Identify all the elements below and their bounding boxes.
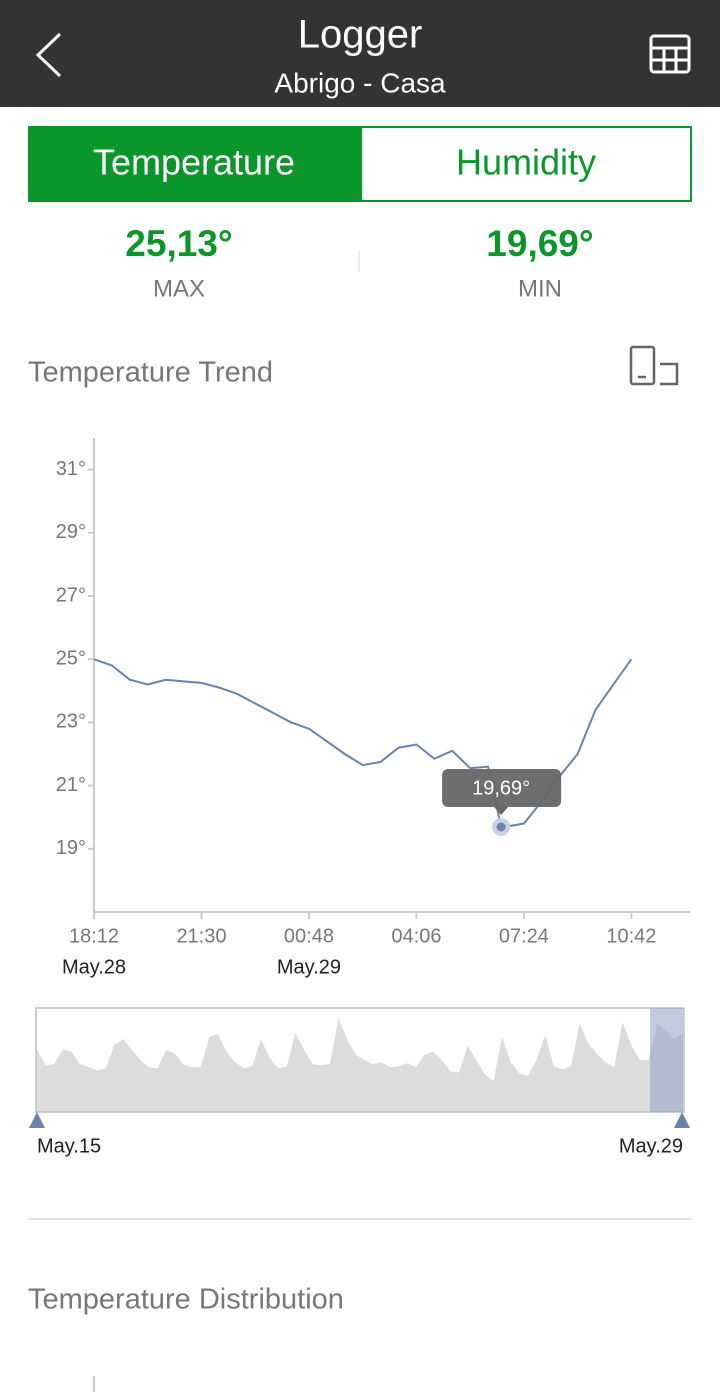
y-tick-label: 27° xyxy=(56,584,86,606)
navigator-handle xyxy=(29,1112,45,1128)
section-title: Temperature Trend xyxy=(28,357,273,389)
y-tick-label: 21° xyxy=(56,774,86,796)
y-tick-label: 31° xyxy=(56,458,86,480)
tab-label: Humidity xyxy=(456,142,596,183)
navigator[interactable]: May.15 May.29 xyxy=(29,1007,690,1157)
rotate-button[interactable] xyxy=(629,345,679,386)
stat-label: MAX xyxy=(153,275,205,302)
stat-value: 25,13° xyxy=(125,223,232,264)
app-bar xyxy=(0,0,720,107)
y-tick-label: 29° xyxy=(56,521,86,543)
x-tick-label: 10:42 xyxy=(606,925,656,947)
stat-label: MIN xyxy=(518,275,562,302)
tab-label: Temperature xyxy=(93,142,295,183)
table-button[interactable] xyxy=(649,34,691,74)
x-date-label: May.29 xyxy=(277,956,341,978)
x-date-label: May.28 xyxy=(62,956,126,978)
point xyxy=(496,822,506,832)
trend-chart: 19° 21° 23° 25° 27° 29° 31° 18:12 May.28 21:30 00:… xyxy=(56,438,690,978)
x-tick-label: 00:48 xyxy=(284,925,334,947)
x-tick-label: 18:12 xyxy=(69,925,119,947)
navigator-handle xyxy=(674,1112,690,1128)
page-title: Logger xyxy=(298,13,423,57)
tab-temperature[interactable] xyxy=(28,126,361,202)
x-tick-label: 21:30 xyxy=(176,925,226,947)
y-tick-label: 19° xyxy=(56,837,86,859)
stat-value: 19,69° xyxy=(486,223,593,264)
y-tick-label: 25° xyxy=(56,647,86,669)
navigator-frame xyxy=(35,1007,685,1113)
navigator-area xyxy=(37,1018,683,1112)
navigator-end: May.29 xyxy=(619,1135,683,1157)
y-tick-label: 23° xyxy=(56,711,86,733)
navigator-start: May.15 xyxy=(37,1135,101,1157)
section-title: Temperature Distribution xyxy=(28,1284,344,1316)
x-tick-label: 07:24 xyxy=(499,925,549,947)
tooltip-pointer xyxy=(494,806,509,815)
back-button[interactable] xyxy=(35,32,62,78)
tab-humidity[interactable] xyxy=(360,126,692,202)
navigator-selection xyxy=(650,1008,683,1112)
tooltip-label: 19,69° xyxy=(472,777,530,799)
page-subtitle: Abrigo - Casa xyxy=(274,67,446,98)
x-tick-label: 04:06 xyxy=(391,925,441,947)
tooltip xyxy=(442,768,562,807)
